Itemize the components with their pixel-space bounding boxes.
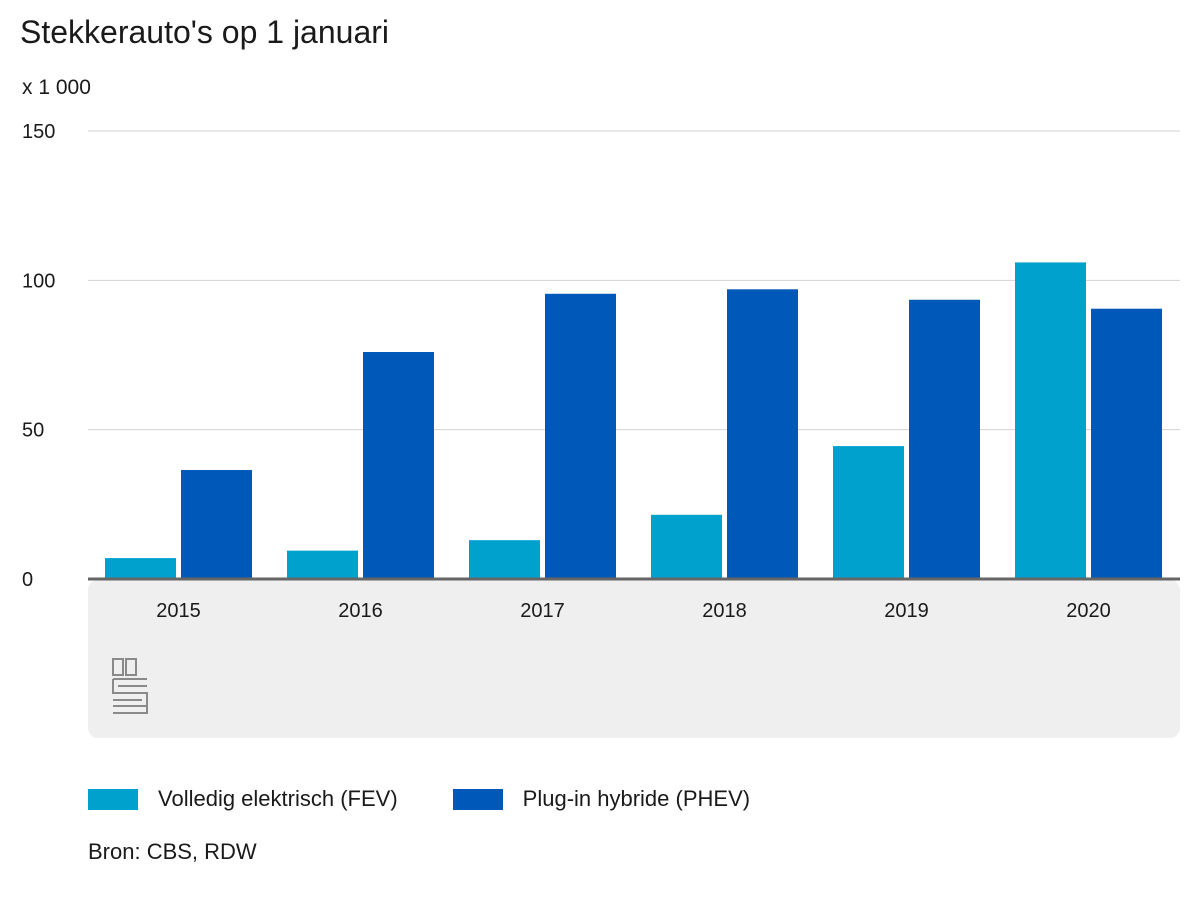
y-tick-label: 150: [22, 121, 55, 143]
x-tick-label: 2019: [884, 600, 929, 622]
x-axis-panel: [88, 580, 1180, 738]
legend-item-phev: Plug-in hybride (PHEV): [452, 786, 751, 812]
bars: [105, 262, 1162, 579]
legend-label-fev: Volledig elektrisch (FEV): [158, 786, 398, 811]
bar-chart: 0 50 100 150 2015 2016 2017 2018 2019 2020: [22, 121, 1180, 738]
x-tick-label: 2017: [520, 600, 565, 622]
chart-title: Stekkerauto's op 1 januari: [20, 14, 389, 50]
y-tick-label: 100: [22, 270, 55, 292]
bar-fev-2018: [651, 514, 722, 579]
x-tick-label: 2016: [338, 600, 383, 622]
cbs-logo-icon: [112, 658, 148, 714]
x-tick-label: 2020: [1066, 600, 1111, 622]
legend: Volledig elektrisch (FEV) Plug-in hybrid…: [88, 786, 805, 812]
legend-swatch-phev: [452, 788, 503, 810]
source-note: Bron: CBS, RDW: [88, 839, 257, 864]
bar-fev-2015: [105, 558, 176, 579]
legend-swatch-fev: [88, 788, 138, 810]
bar-phev-2018: [727, 289, 798, 579]
legend-item-fev: Volledig elektrisch (FEV): [88, 786, 398, 812]
bar-fev-2016: [287, 550, 358, 579]
bar-phev-2017: [545, 293, 616, 579]
x-tick-labels: 2015 2016 2017 2018 2019 2020: [156, 600, 1111, 622]
y-tick-label: 0: [22, 569, 33, 591]
bar-phev-2015: [181, 469, 252, 579]
y-tick-labels: 0 50 100 150: [22, 121, 55, 591]
gridlines: [88, 130, 1180, 431]
unit-label: x 1 000: [22, 76, 91, 99]
legend-label-phev: Plug-in hybride (PHEV): [522, 786, 751, 811]
bar-phev-2019: [909, 299, 980, 579]
bar-fev-2019: [833, 446, 904, 579]
bar-phev-2016: [363, 352, 434, 579]
bar-phev-2020: [1091, 308, 1162, 579]
x-tick-label: 2018: [702, 600, 747, 622]
y-tick-label: 50: [22, 420, 44, 442]
bar-fev-2017: [469, 540, 540, 579]
bar-fev-2020: [1015, 262, 1086, 579]
x-tick-label: 2015: [156, 600, 201, 622]
